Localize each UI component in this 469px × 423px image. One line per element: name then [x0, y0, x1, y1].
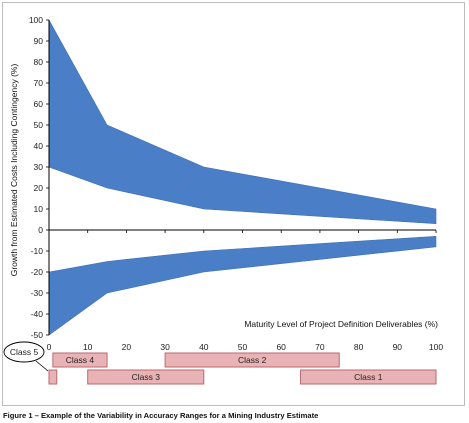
- x-tick-label: 70: [315, 342, 325, 352]
- class-bar-label: Class 5: [10, 347, 39, 357]
- x-tick-label: 0: [47, 342, 52, 352]
- class-bar-rect: [87, 369, 205, 385]
- x-axis-ticks: 0 10 20 30 40 50 60 70 80 90 100: [47, 230, 443, 352]
- x-tick-label: 40: [199, 342, 209, 352]
- y-tick-label: -20: [31, 267, 44, 277]
- class-5-callout-pointer: [35, 360, 49, 372]
- y-tick-label: 10: [34, 204, 44, 214]
- x-tick-label: 10: [83, 342, 93, 352]
- y-tick-label: -30: [31, 288, 44, 298]
- y-tick-label: 50: [34, 120, 44, 130]
- class-bar-label: Class 2: [238, 355, 267, 365]
- class-bar-class-3: Class 3: [87, 369, 205, 385]
- upper-accuracy-band: [48, 19, 437, 225]
- y-tick-label: 0: [38, 225, 43, 235]
- class-bar-label: Class 4: [66, 355, 95, 365]
- class-bar-label: Class 1: [354, 372, 383, 382]
- y-tick-label: -10: [31, 246, 44, 256]
- y-tick-label: 70: [34, 78, 44, 88]
- x-axis-title: Maturity Level of Project Definition Del…: [244, 319, 438, 329]
- figure-frame: [2, 2, 465, 406]
- class-bar-rect: [300, 369, 437, 385]
- class-bar-rect: [164, 352, 340, 368]
- x-tick-label: 80: [354, 342, 364, 352]
- y-axis-ticks: -50 -40 -30 -20 -10 0 10 20 30 40 50 60 70 80 90 100: [29, 15, 49, 340]
- class-bar-class-1: Class 1: [300, 369, 437, 385]
- class-bar-class-5: Class 5: [3, 341, 58, 385]
- y-axis-title: Growth from Estimated Costs Including Co…: [9, 64, 19, 277]
- lower-accuracy-band: [48, 235, 437, 336]
- y-tick-label: -50: [31, 330, 44, 340]
- accuracy-bands: [48, 19, 437, 336]
- class-bar-rect: [52, 352, 108, 368]
- y-tick-label: 30: [34, 162, 44, 172]
- x-tick-label: 30: [160, 342, 170, 352]
- x-tick-label: 60: [276, 342, 286, 352]
- class-5-callout: [3, 341, 45, 363]
- class-bar-class-4: Class 4: [52, 352, 108, 368]
- y-tick-label: -40: [31, 309, 44, 319]
- x-tick-label: 20: [122, 342, 132, 352]
- figure-caption: Figure 1 – Example of the Variability in…: [3, 411, 319, 420]
- x-tick-label: 100: [429, 342, 443, 352]
- accuracy-range-chart: -50 -40 -30 -20 -10 0 10 20 30 40 50 60 70 80 90 100 0 1…: [3, 15, 443, 385]
- class-bar-label: Class 3: [132, 372, 161, 382]
- y-tick-label: 20: [34, 183, 44, 193]
- y-tick-label: 90: [34, 36, 44, 46]
- class-bar-class-2: Class 2: [164, 352, 340, 368]
- x-tick-label: 90: [393, 342, 403, 352]
- y-tick-label: 100: [29, 15, 43, 25]
- class-bar-rect: [48, 369, 58, 385]
- y-tick-label: 60: [34, 99, 44, 109]
- y-tick-label: 40: [34, 141, 44, 151]
- x-tick-label: 50: [238, 342, 248, 352]
- y-tick-label: 80: [34, 57, 44, 67]
- class-bars: Class 5 Class 4 Class 3 Class 2 Class 1: [3, 341, 437, 385]
